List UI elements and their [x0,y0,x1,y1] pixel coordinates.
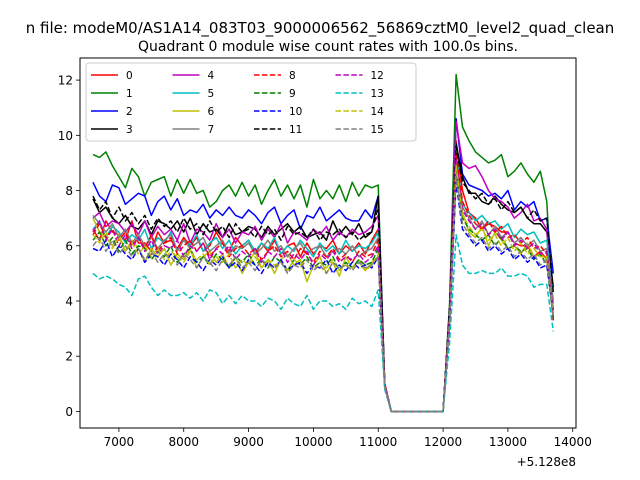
legend-label-11: 11 [289,124,302,136]
legend-label-6: 6 [208,106,215,118]
y-tick-label: 6 [65,239,73,253]
series-line-8 [92,151,555,413]
x-tick-label: 12000 [424,435,462,449]
legend-label-2: 2 [126,106,133,118]
legend-label-1: 1 [126,88,133,100]
axis-ticks: 7000 8000 9000 10000 11000 12000 13000 14000 0 2 4… [58,74,592,449]
legend-label-8: 8 [289,70,296,82]
legend-label-7: 7 [208,124,215,136]
x-tick-label: 7000 [104,435,135,449]
legend-label-15: 15 [371,124,384,136]
series-line-10 [92,181,555,413]
series-line-5 [92,148,555,413]
y-tick-label: 8 [65,184,73,198]
series-line-14 [92,164,555,413]
x-tick-label: 11000 [359,435,397,449]
y-tick-label: 2 [65,350,73,364]
series-line-12 [92,159,555,413]
figure-suptitle: n file: modeM0/AS1A14_083T03_9000006562_… [26,19,615,38]
x-axis-offset-label: +5.128e8 [517,455,576,469]
legend-label-3: 3 [126,124,133,136]
y-tick-label: 12 [58,74,73,88]
series-layer [92,73,555,413]
legend-label-5: 5 [208,88,215,100]
series-line-4 [92,120,555,413]
x-tick-label: 10000 [294,435,332,449]
series-line-7 [92,156,555,413]
series-line-11 [92,145,555,413]
legend-box [85,62,417,142]
x-tick-label: 14000 [554,435,592,449]
series-line-13 [92,233,555,413]
x-tick-label: 8000 [168,435,199,449]
legend-label-13: 13 [371,88,384,100]
axes-frame [79,57,577,429]
legend-label-14: 14 [371,106,385,118]
legend-label-0: 0 [126,70,133,82]
legend-label-4: 4 [208,70,215,82]
series-line-2 [92,117,555,413]
series-line-1 [92,73,555,413]
y-tick-label: 0 [65,405,73,419]
x-tick-label: 9000 [233,435,264,449]
legend-label-10: 10 [289,106,302,118]
chart-title: Quadrant 0 module wise count rates with … [138,39,518,55]
x-tick-label: 13000 [489,435,527,449]
series-line-15 [92,175,555,413]
legend-label-9: 9 [289,88,296,100]
y-tick-label: 4 [65,294,73,308]
y-tick-label: 10 [58,129,73,143]
legend-label-12: 12 [371,70,384,82]
